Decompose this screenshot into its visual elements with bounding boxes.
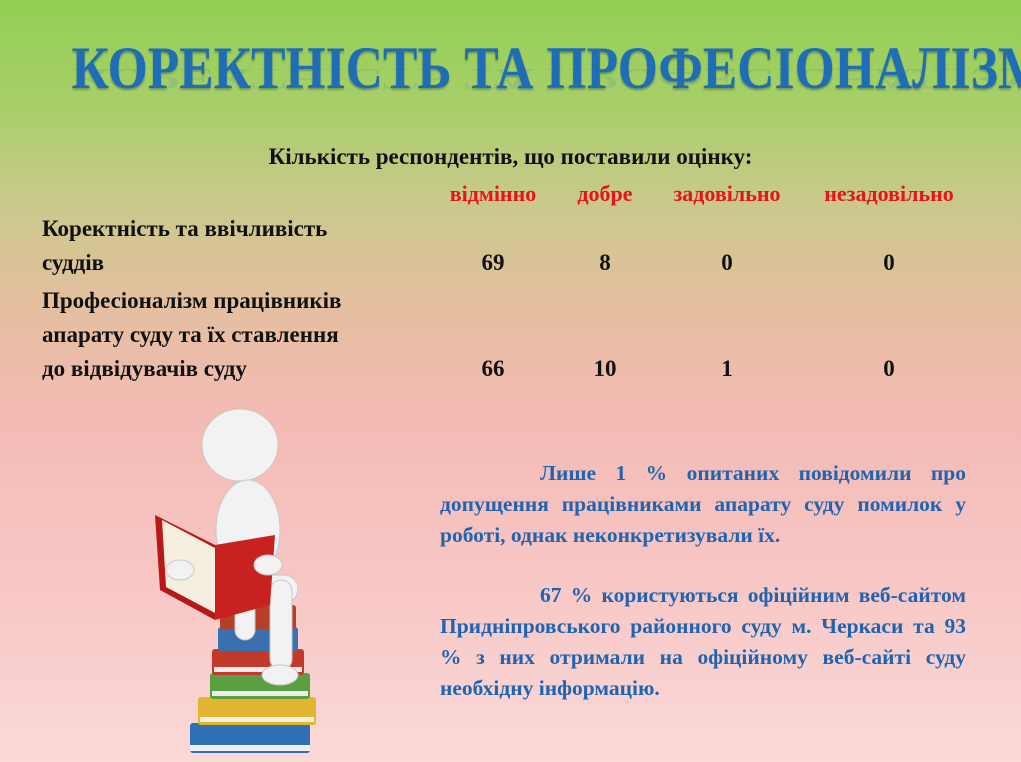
paragraph-website: 67 % користуються офіційним веб-сайтом П… bbox=[440, 583, 966, 700]
row-label-line: Професіоналізм працівників bbox=[42, 288, 342, 313]
table-cell: 66 bbox=[481, 356, 505, 381]
reading-figure-illustration bbox=[155, 408, 316, 753]
row-label-line: Коректність та ввічливість bbox=[42, 216, 328, 241]
table-cell: 1 bbox=[721, 356, 733, 381]
column-header-good: добре bbox=[577, 181, 633, 206]
row-label-line: суддів bbox=[42, 250, 105, 275]
row-label: Коректність та ввічливість суддів bbox=[42, 212, 422, 280]
table-cell: 0 bbox=[883, 250, 895, 275]
row-label-line: до відвідувачів суду bbox=[42, 356, 247, 381]
table-cell: 10 bbox=[593, 356, 617, 381]
slide-title: КОРЕКТНІСТЬ ТА ПРОФЕСІОНАЛІЗМ bbox=[71, 35, 1021, 101]
table-cell: 8 bbox=[599, 250, 611, 275]
row-label: Професіоналізм працівників апарату суду … bbox=[42, 284, 422, 386]
column-header-satisfactory: задовільно bbox=[673, 181, 781, 206]
table-cell: 69 bbox=[481, 250, 505, 275]
table-caption: Кількість респондентів, що поставили оці… bbox=[268, 144, 753, 169]
slide-title-reflection: КОРЕКТНІСТЬ ТА ПРОФЕСІОНАЛІЗМ bbox=[71, 62, 1021, 96]
row-label-line: апарату суду та їх ставлення bbox=[42, 322, 339, 347]
column-header-excellent: відмінно bbox=[449, 181, 537, 206]
paragraph-errors: Лише 1 % опитаних повідомили про допущен… bbox=[440, 461, 966, 547]
table-cell: 0 bbox=[721, 250, 733, 275]
table-cell: 0 bbox=[883, 356, 895, 381]
column-header-unsatisfactory: незадовільно bbox=[824, 181, 954, 206]
